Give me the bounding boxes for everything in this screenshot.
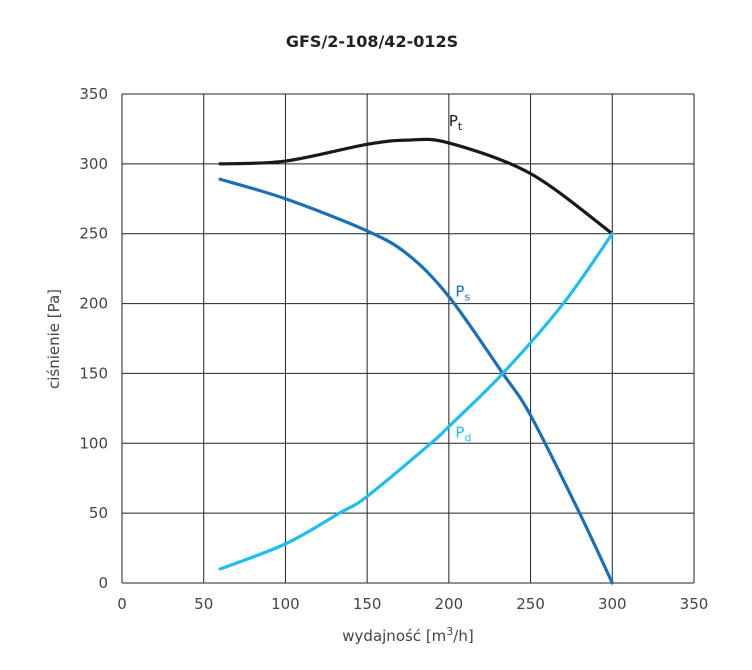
y-axis-label: ciśnienie [Pa] [45,289,63,389]
x-tick-label: 200 [435,595,464,613]
grid [121,93,695,584]
y-tick-label: 350 [79,85,108,103]
x-tick-label: 300 [598,595,627,613]
x-axis-label: wydajność [m3/h] [342,625,473,645]
chart-title: GFS/2-108/42-012S [286,32,458,51]
series-line-ps [218,177,614,585]
series-line-pt [218,137,614,236]
x-tick-label: 100 [271,595,300,613]
x-tick-label: 50 [194,595,213,613]
y-tick-label: 200 [79,295,108,313]
x-tick-label: 250 [516,595,545,613]
x-tick-label: 150 [353,595,382,613]
y-tick-label: 150 [79,364,108,382]
y-tick-label: 250 [79,225,108,243]
series-line-pd [218,232,614,571]
series-lines: Pt Ps Pd [218,112,614,585]
y-tick-label: 300 [79,155,108,173]
y-tick-label: 0 [98,574,108,592]
y-tick-label: 50 [89,504,108,522]
x-tick-label: 0 [117,595,127,613]
y-tick-label: 100 [79,434,108,452]
series-label-ps: Ps [455,283,470,304]
series-label-pt: Pt [449,112,463,133]
tick-labels: 0 50 100 150 200 250 300 350 0 50 100 150 200 250 300 3… [79,85,708,613]
series-label-pd: Pd [455,424,471,445]
x-tick-label: 350 [680,595,709,613]
